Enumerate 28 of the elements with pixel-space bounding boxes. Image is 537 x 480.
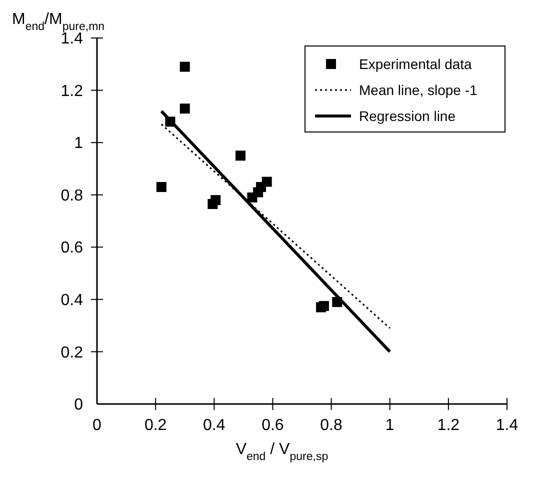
y-tick-label: 0 bbox=[74, 396, 84, 414]
y-tick-label: 0.8 bbox=[60, 187, 84, 204]
legend-label: Experimental data bbox=[359, 56, 472, 72]
point bbox=[262, 176, 272, 187]
y-tick-label: 0.4 bbox=[60, 292, 84, 310]
x-tick-label: 0 bbox=[92, 417, 102, 434]
point bbox=[210, 195, 221, 206]
y-tick-label: 0.6 bbox=[60, 240, 84, 257]
point bbox=[318, 300, 329, 311]
x-tick-label: 0.2 bbox=[144, 417, 167, 434]
legend-label: Mean line, slope -1 bbox=[359, 82, 478, 98]
y-tick-label: 1 bbox=[74, 135, 84, 152]
point bbox=[236, 150, 246, 161]
y-tick-label: 0.2 bbox=[60, 344, 84, 362]
x-tick-label: 0.4 bbox=[203, 417, 226, 434]
point bbox=[180, 104, 190, 114]
y-tick-label: 1.2 bbox=[60, 82, 84, 100]
x-axis-title: V$_{end}$ / V$_{pure,sp}$ bbox=[236, 441, 328, 463]
x-tick-label: 1 bbox=[385, 417, 394, 434]
x-tick-label: 0.8 bbox=[320, 417, 343, 434]
x-tick-label: 1.2 bbox=[437, 417, 460, 434]
x-tick-label: 1.4 bbox=[496, 417, 518, 434]
x-tick-label: 0.6 bbox=[262, 417, 284, 434]
point bbox=[156, 182, 166, 192]
y-axis-title: M$_{end}$/M$_{pure,mn}$ bbox=[12, 11, 105, 33]
y-tick-label: 1.4 bbox=[60, 30, 84, 48]
legend-label: Regression line bbox=[359, 108, 456, 124]
point bbox=[180, 62, 190, 72]
